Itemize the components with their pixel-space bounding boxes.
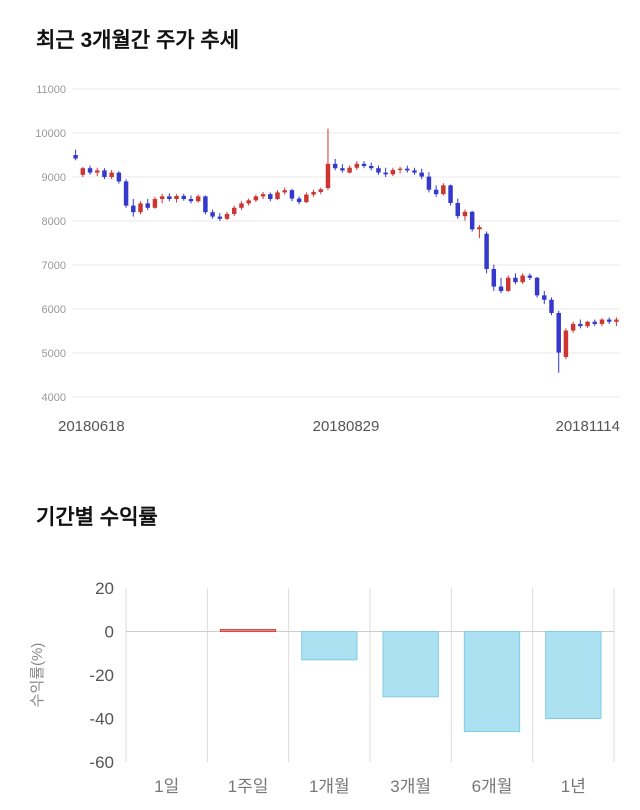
svg-text:5000: 5000 <box>42 348 66 360</box>
svg-text:20180618: 20180618 <box>58 418 125 435</box>
svg-text:-20: -20 <box>89 666 114 685</box>
svg-text:수익률(%): 수익률(%) <box>29 643 46 708</box>
svg-text:0: 0 <box>105 623 114 642</box>
svg-text:1일: 1일 <box>154 777 179 796</box>
svg-text:1주일: 1주일 <box>228 777 269 796</box>
svg-text:-60: -60 <box>89 753 114 772</box>
price-candlestick-chart: 4000 5000 6000 7000 8000 9000 10000 11000 201806… <box>35 84 620 435</box>
price-chart-title: 최근 3개월간 주가 추세 <box>36 29 240 52</box>
svg-text:-40: -40 <box>89 710 114 729</box>
svg-text:3개월: 3개월 <box>390 777 431 796</box>
svg-text:6개월: 6개월 <box>472 777 513 796</box>
svg-text:7000: 7000 <box>42 260 66 272</box>
svg-text:1년: 1년 <box>561 777 586 796</box>
returns-chart-title: 기간별 수익률 <box>36 506 158 530</box>
svg-text:20: 20 <box>95 579 114 598</box>
svg-text:11000: 11000 <box>36 84 66 96</box>
svg-text:9000: 9000 <box>42 172 66 184</box>
svg-text:10000: 10000 <box>35 128 66 140</box>
svg-text:1개월: 1개월 <box>309 777 350 796</box>
svg-text:20180829: 20180829 <box>313 418 380 435</box>
svg-text:20181114: 20181114 <box>555 418 620 435</box>
svg-text:4000: 4000 <box>42 392 66 404</box>
svg-text:6000: 6000 <box>42 304 66 316</box>
svg-text:8000: 8000 <box>42 216 66 228</box>
returns-bar-chart: 20 0 -20 -40 -60 1일 1주일 1개월 3개월 6개월 1년 수익률(%) <box>29 579 615 796</box>
